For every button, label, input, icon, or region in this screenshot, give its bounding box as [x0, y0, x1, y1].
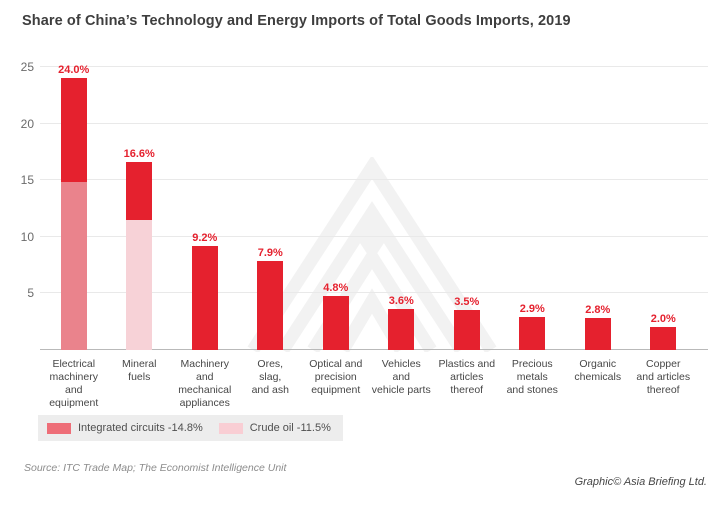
bar: [191, 245, 218, 350]
legend-swatch-crude-oil: [218, 422, 243, 434]
y-axis-tick-label: 15: [20, 173, 34, 188]
x-axis-category-label: Electrical machinery and equipment: [49, 358, 99, 409]
bar-value-label: 24.0%: [58, 64, 90, 77]
bar-segment-crude-oil: [126, 219, 153, 350]
chart-title: Share of China’s Technology and Energy I…: [22, 13, 571, 29]
bar-value-label: 2.9%: [519, 303, 545, 316]
bar: [257, 260, 284, 350]
bar: [60, 78, 87, 350]
y-axis: 5 10 15 20 25: [0, 60, 34, 350]
bar: [584, 318, 611, 350]
gridline: [40, 122, 708, 124]
bar-column: 16.6%: [107, 67, 173, 350]
x-axis-category-label: Ores, slag, and ash: [251, 358, 289, 396]
bar-column: 3.6%: [369, 67, 435, 350]
bar-value-label: 2.0%: [650, 313, 676, 326]
legend-item-crude-oil: Crude oil -11.5%: [218, 422, 331, 434]
bar: [650, 327, 677, 350]
bar-value-label: 2.8%: [585, 304, 611, 317]
legend: Integrated circuits -14.8% Crude oil -11…: [38, 415, 343, 441]
legend-swatch-integrated-circuits: [47, 422, 71, 434]
bar-segment-remainder: [60, 78, 87, 183]
bars-group: 24.0% 16.6% 9.2% 7.9% 4.8% 3.6% 3.5% 2.9% 2.8% 2.…: [41, 64, 697, 350]
x-axis-line: [40, 349, 708, 350]
bar-column: 4.8%: [303, 67, 369, 350]
bar-value-label: 3.6%: [388, 295, 414, 308]
bar-column: 3.5%: [434, 67, 500, 350]
legend-label-crude-oil: Crude oil -11.5%: [249, 422, 331, 434]
x-axis-category-labels: Electrical machinery and equipment Minera…: [41, 358, 696, 410]
legend-item-integrated-circuits: Integrated circuits -14.8%: [47, 422, 203, 434]
bar: [322, 295, 349, 350]
bar-column: 7.9%: [238, 67, 304, 350]
bar-value-label: 7.9%: [257, 246, 283, 259]
bar-segment-integrated-circuits: [60, 182, 87, 350]
x-axis-category-label: Vehicles and vehicle parts: [371, 358, 431, 396]
gridline: [40, 66, 708, 67]
x-axis-category-label: Organic chemicals: [574, 358, 622, 383]
legend-label-integrated-circuits: Integrated circuits -14.8%: [78, 422, 203, 434]
x-axis-category-label: Precious metals and stones: [506, 358, 558, 396]
y-axis-tick-label: 25: [20, 60, 34, 74]
bar-value-label: 16.6%: [123, 148, 155, 161]
bar-value-label: 4.8%: [323, 281, 349, 294]
y-axis-tick-label: 5: [27, 286, 34, 301]
x-axis-category-label: Machinery and mechanical appliances: [178, 358, 232, 409]
bar-value-label: 3.5%: [454, 296, 480, 309]
bar-column: 2.9%: [500, 67, 566, 350]
bar: [388, 309, 415, 350]
bar-value-label: 9.2%: [192, 231, 218, 244]
gridline: [40, 179, 708, 181]
bar: [453, 310, 480, 350]
bar-segment-remainder: [126, 162, 153, 220]
credit-note: Graphic© Asia Briefing Ltd.: [574, 476, 707, 488]
bar: [519, 317, 546, 350]
bar-column: 2.8%: [565, 67, 631, 350]
x-axis-category-label: Optical and precision equipment: [309, 358, 363, 396]
y-axis-tick-label: 20: [20, 116, 34, 131]
bar: [126, 162, 153, 350]
x-axis-category-label: Mineral fuels: [122, 358, 157, 383]
x-axis-category-label: Plastics and articles thereof: [438, 358, 496, 396]
gridline: [40, 235, 708, 237]
source-note: Source: ITC Trade Map; The Economist Int…: [24, 462, 287, 474]
bar-column: 2.0%: [631, 67, 697, 350]
bar-column: 24.0%: [41, 64, 107, 350]
plot-area: 24.0% 16.6% 9.2% 7.9% 4.8% 3.6% 3.5% 2.9% 2.8% 2.…: [40, 64, 708, 350]
bar-column: 9.2%: [172, 67, 238, 350]
x-axis-category-label: Copper and articles thereof: [636, 358, 691, 396]
y-axis-tick-label: 10: [20, 229, 34, 244]
gridline: [40, 292, 708, 294]
